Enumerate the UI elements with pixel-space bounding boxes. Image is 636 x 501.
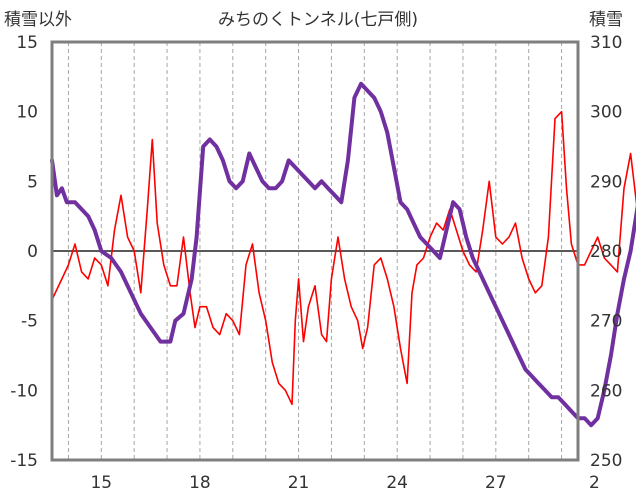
right-tick-label: 260 (590, 381, 622, 401)
left-tick-label: -5 (21, 312, 38, 332)
right-tick-label: 300 (590, 103, 622, 123)
left-tick-label: 15 (16, 33, 38, 53)
x-tick-label: 18 (189, 473, 211, 493)
left-tick-label: -15 (10, 451, 38, 471)
right-y-ticks: 310 300 290 280 270 260 250 (590, 33, 622, 471)
right-tick-label: 250 (590, 451, 622, 471)
left-tick-label: 10 (16, 103, 38, 123)
x-tick-label: 27 (485, 473, 507, 493)
x-tick-label: 2 (589, 473, 600, 493)
plot-frame (50, 40, 580, 462)
left-axis-label: 積雪以外 (4, 10, 72, 30)
right-tick-label: 290 (590, 172, 622, 192)
series-line-snow-depth (50, 81, 636, 428)
right-tick-label: 270 (590, 312, 622, 332)
left-tick-label: -10 (10, 381, 38, 401)
x-tick-label: 21 (288, 473, 310, 493)
right-axis-label: 積雪 (589, 10, 623, 30)
left-y-ticks: 15 10 5 0 -5 -10 -15 (10, 33, 38, 471)
x-tick-label: 24 (386, 473, 408, 493)
x-tick-label: 15 (90, 473, 112, 493)
right-tick-label: 310 (590, 33, 622, 53)
chart-title: みちのくトンネル(七戸側) (218, 10, 418, 30)
left-tick-label: 5 (27, 172, 38, 192)
right-tick-label: 280 (590, 242, 622, 262)
series-layer (50, 81, 636, 428)
series-line-temperature (51, 110, 636, 406)
left-tick-label: 0 (27, 242, 38, 262)
x-ticks: 15182124272581114 (90, 473, 600, 493)
